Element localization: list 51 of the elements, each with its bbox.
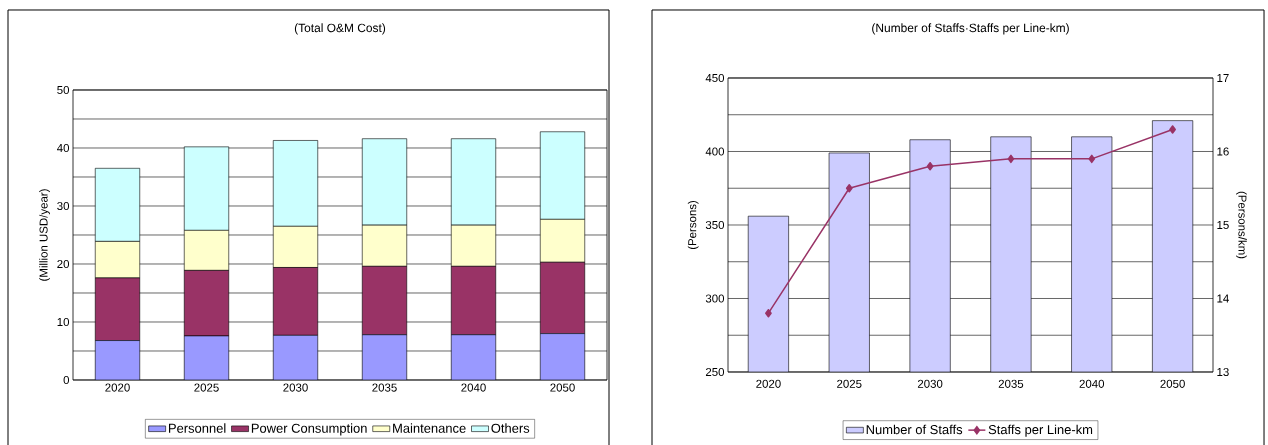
y-tick-label: 10 — [57, 317, 70, 327]
y-tick-label: 0 — [63, 375, 70, 385]
y-tick-label: 300 — [705, 294, 725, 303]
y2-tick-label: 16 — [1217, 147, 1229, 156]
y-axis-title: (Persons) — [687, 200, 699, 250]
y-tick-label: 30 — [57, 201, 70, 211]
point — [926, 161, 934, 171]
x-tick-label: 2035 — [372, 383, 397, 392]
y-tick-label: 400 — [705, 147, 725, 156]
x-tick-label: 2040 — [1079, 379, 1105, 388]
y-tick-label: 20 — [57, 259, 70, 269]
bar — [450, 334, 497, 380]
legend-label: Others — [491, 423, 530, 433]
x-tick-label: 2030 — [283, 383, 308, 392]
bar — [272, 335, 319, 380]
y2-axis-title: (Persons/km) — [1236, 191, 1247, 259]
point — [1088, 154, 1096, 164]
x-tick-label: 2020 — [105, 383, 130, 392]
legend-label: Personnel — [168, 423, 226, 433]
bar — [361, 334, 408, 380]
x-tick-label: 2030 — [917, 379, 943, 388]
x-tick-label: 2050 — [550, 383, 575, 392]
x-tick-label: 2025 — [837, 379, 862, 388]
y2-tick-label: 14 — [1217, 294, 1229, 303]
legend-label: Power Consumption — [251, 423, 367, 436]
bar — [539, 333, 586, 380]
legend-label: Maintenance — [393, 423, 466, 433]
point — [845, 184, 853, 193]
point — [1169, 125, 1176, 134]
chart-title: (Total O&M Cost) — [294, 23, 386, 35]
x-tick-label: 2035 — [998, 379, 1024, 388]
x-tick-label: 2040 — [461, 383, 486, 392]
x-tick-label: 2020 — [756, 379, 781, 388]
chart-title: (Number of Staffs·Staffs per Line-km) — [872, 23, 1069, 35]
y-tick-label: 450 — [705, 73, 725, 83]
legend-label: Number of Staffs — [866, 424, 963, 435]
y2-tick-label: 15 — [1217, 221, 1229, 229]
y-axis-title: (Million USD/year) — [39, 189, 50, 281]
y2-tick-label: 13 — [1217, 367, 1229, 377]
legend-label: Staffs per Line-km — [988, 424, 1093, 437]
y2-tick-label: 17 — [1217, 74, 1229, 82]
x-tick-label: 2050 — [1160, 379, 1185, 388]
bar — [183, 335, 230, 380]
point — [1007, 154, 1015, 164]
y-tick-label: 50 — [57, 85, 70, 95]
x-tick-label: 2025 — [194, 383, 219, 392]
y-tick-label: 40 — [57, 143, 70, 153]
y-tick-label: 250 — [705, 367, 725, 377]
bar — [94, 340, 141, 380]
y-tick-label: 350 — [705, 220, 725, 230]
point — [765, 308, 772, 318]
